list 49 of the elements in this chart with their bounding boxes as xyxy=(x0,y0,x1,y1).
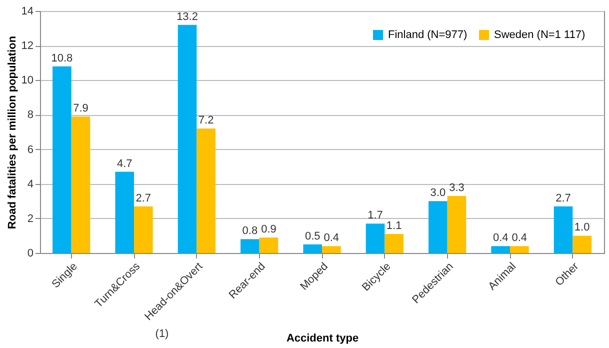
data-label: 13.2 xyxy=(176,10,198,23)
data-label: 2.7 xyxy=(556,192,571,204)
y-tick-label: 8 xyxy=(27,109,34,122)
data-label: 2.7 xyxy=(136,192,152,204)
data-label: 0.4 xyxy=(512,232,528,244)
y-tick-label: 0 xyxy=(27,248,34,260)
data-label: 1.1 xyxy=(386,220,402,232)
data-label: 1.0 xyxy=(574,222,590,234)
data-label: 10.8 xyxy=(51,52,73,64)
data-label: 0.9 xyxy=(261,223,276,236)
data-label: 0.4 xyxy=(492,232,508,244)
data-label: 0.4 xyxy=(324,232,340,244)
bar xyxy=(366,224,385,253)
data-label: 7.9 xyxy=(73,102,88,114)
legend-label: Sweden (N=1 117) xyxy=(494,29,586,41)
y-tick-label: 4 xyxy=(27,178,34,190)
bar xyxy=(259,237,278,253)
y-axis-title: Road fatalities per million population xyxy=(6,36,18,230)
data-label: 7.2 xyxy=(198,114,214,127)
data-label: 3.0 xyxy=(430,187,446,200)
bar xyxy=(447,196,466,253)
bar xyxy=(510,246,529,253)
bar xyxy=(572,236,592,253)
bar xyxy=(428,201,448,253)
bar xyxy=(134,206,153,253)
text: (1) xyxy=(155,328,169,340)
y-tick-label: 6 xyxy=(27,144,34,156)
bar xyxy=(303,244,322,253)
bar xyxy=(491,246,510,253)
bar xyxy=(52,66,72,253)
data-label: 4.7 xyxy=(116,158,132,170)
y-tick-label: 12 xyxy=(21,40,34,52)
bar xyxy=(71,116,90,253)
x-axis-title: Accident type xyxy=(286,332,359,344)
bar xyxy=(384,234,404,253)
bar xyxy=(196,128,216,253)
bar xyxy=(240,239,260,253)
y-tick-label: 14 xyxy=(21,6,34,18)
data-label: 0.8 xyxy=(242,225,258,238)
bar xyxy=(322,246,341,253)
y-tick-label: 10 xyxy=(21,74,34,87)
data-label: 1.7 xyxy=(368,210,383,222)
legend-label: Finland (N=977) xyxy=(388,29,468,41)
bar xyxy=(115,172,134,253)
bar xyxy=(554,206,573,253)
y-tick-label: 2 xyxy=(27,212,34,225)
data-label: 3.3 xyxy=(449,182,464,194)
bar xyxy=(178,24,197,253)
data-label: 0.5 xyxy=(304,230,320,242)
